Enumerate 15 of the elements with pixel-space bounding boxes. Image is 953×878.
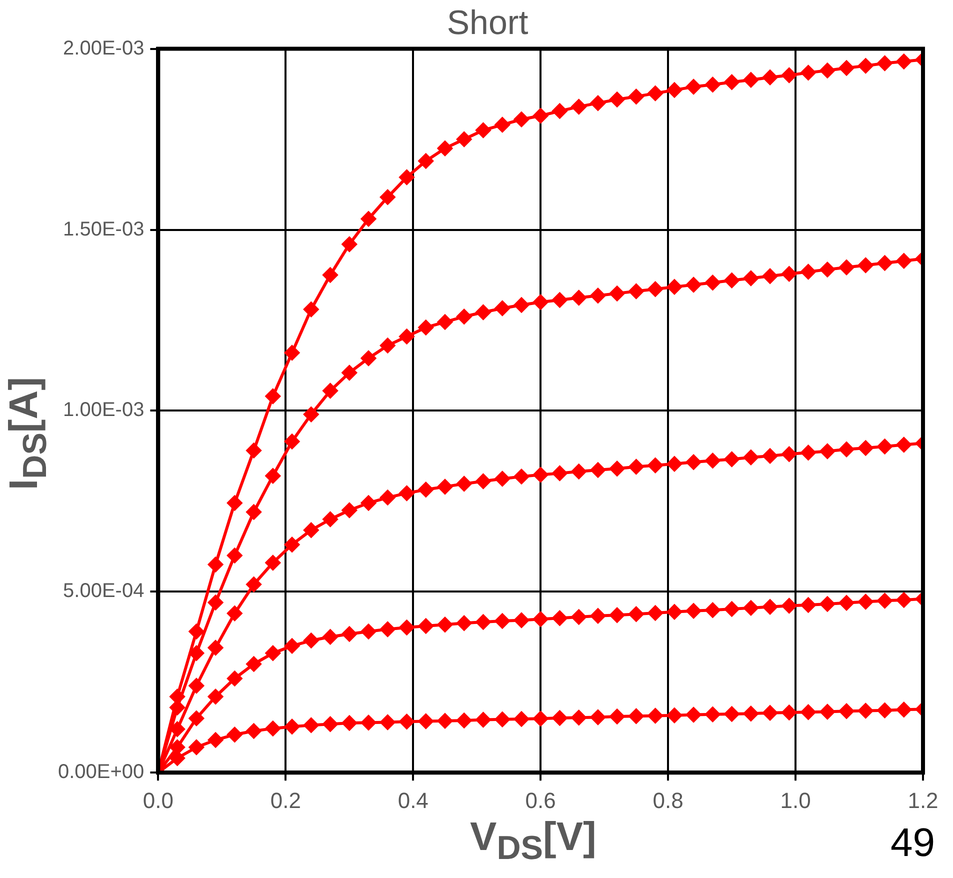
x-tick-label: 0.2: [270, 788, 301, 813]
y-tick-label: 5.00E-04: [63, 580, 144, 602]
x-tick-label: 0.4: [398, 788, 428, 813]
x-tick-label: 0.8: [652, 788, 684, 813]
x-tick-label: 1.0: [780, 788, 811, 813]
y-tick-label: 0.00E+00: [58, 761, 144, 784]
x-tick-label: 1.2: [908, 788, 938, 813]
x-axis-title: V$_{DS}$[V]: [470, 815, 596, 868]
text: 49: [890, 821, 935, 866]
y-tick-label: 1.00E-03: [63, 399, 144, 422]
x-tick-label: 0.0: [142, 788, 174, 813]
y-tick-label: 2.00E-03: [63, 37, 144, 60]
y-tick-label: 1.50E-03: [63, 218, 144, 240]
chart-title: Short: [446, 4, 529, 42]
x-tick-label: 0.6: [525, 788, 556, 813]
